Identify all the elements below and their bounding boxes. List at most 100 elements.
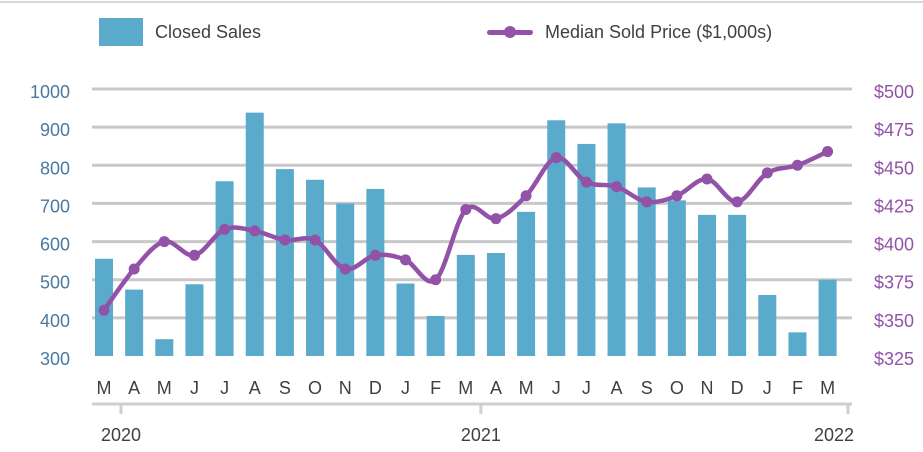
legend-swatch-line <box>487 18 533 46</box>
x-tick-label: A <box>249 378 261 398</box>
point-median-price <box>188 249 200 261</box>
point-median-price <box>430 274 442 286</box>
right-axis-tick-label: $400 <box>874 235 914 255</box>
x-tick-label: F <box>792 378 803 398</box>
point-median-price <box>580 176 592 188</box>
bar-closed-sales <box>245 112 264 356</box>
point-median-price <box>219 223 231 235</box>
point-median-price <box>309 234 321 246</box>
x-tick-label: J <box>763 378 772 398</box>
left-axis-tick-label: 1000 <box>30 82 70 102</box>
left-axis-tick-label: 900 <box>40 120 70 140</box>
bar-closed-sales <box>788 332 807 356</box>
right-axis-tick-label: $450 <box>874 158 914 178</box>
point-median-price <box>279 234 291 246</box>
bar-closed-sales <box>758 294 777 356</box>
point-median-price <box>731 196 743 208</box>
x-tick-label: J <box>190 378 199 398</box>
point-median-price <box>701 173 713 185</box>
left-axis-tick-label: 300 <box>40 349 70 369</box>
year-label: 2021 <box>461 425 501 445</box>
bar-closed-sales <box>155 339 174 356</box>
x-tick-label: M <box>157 378 172 398</box>
x-tick-label: M <box>97 378 112 398</box>
x-tick-label: J <box>401 378 410 398</box>
right-axis-tick-label: $500 <box>874 82 914 102</box>
point-median-price <box>369 249 381 261</box>
bar-closed-sales <box>306 179 325 356</box>
left-axis-tick-label: 400 <box>40 311 70 331</box>
x-tick-label: J <box>220 378 229 398</box>
bar-closed-sales <box>456 254 475 356</box>
right-axis-tick-label: $425 <box>874 196 914 216</box>
bar-closed-sales <box>486 253 505 356</box>
point-median-price <box>520 190 532 202</box>
bar-closed-sales <box>215 181 234 356</box>
left-axis-tick-label: 600 <box>40 235 70 255</box>
point-median-price <box>611 181 623 193</box>
right-axis-tick-label: $325 <box>874 349 914 369</box>
x-tick-label: J <box>582 378 591 398</box>
bar-closed-sales <box>517 211 536 356</box>
x-tick-label: S <box>279 378 291 398</box>
right-axis-tick-label: $475 <box>874 120 914 140</box>
point-median-price <box>158 236 170 248</box>
left-axis-tick-label: 700 <box>40 196 70 216</box>
x-tick-label: M <box>820 378 835 398</box>
legend-label-closed-sales: Closed Sales <box>155 21 262 42</box>
point-median-price <box>641 196 653 208</box>
bar-closed-sales <box>396 283 415 356</box>
point-median-price <box>98 304 110 316</box>
x-tick-label: N <box>339 378 352 398</box>
point-median-price <box>791 159 803 171</box>
year-label: 2022 <box>814 425 854 445</box>
x-tick-label: O <box>308 378 322 398</box>
year-label: 2020 <box>101 425 141 445</box>
x-tick-label: D <box>369 378 382 398</box>
legend-item-closed-sales: Closed Sales <box>99 14 261 50</box>
bar-closed-sales <box>728 214 747 356</box>
point-median-price <box>339 263 351 275</box>
bar-closed-sales <box>607 123 626 356</box>
line-median-price <box>101 149 830 313</box>
bar-closed-sales <box>667 200 686 356</box>
x-tick-label: M <box>458 378 473 398</box>
point-median-price <box>550 152 562 164</box>
legend-swatch-bar <box>99 18 143 46</box>
legend-label-median-price: Median Sold Price ($1,000s) <box>545 21 773 42</box>
bar-closed-sales <box>547 120 566 356</box>
bar-closed-sales <box>637 187 656 356</box>
point-median-price <box>460 204 472 216</box>
point-median-price <box>490 213 502 225</box>
bar-closed-sales <box>275 169 294 356</box>
x-tick-label: M <box>519 378 534 398</box>
point-median-price <box>249 225 261 237</box>
right-axis-tick-label: $350 <box>874 311 914 331</box>
bar-closed-sales <box>185 284 204 356</box>
x-tick-label: D <box>731 378 744 398</box>
left-axis-tick-label: 500 <box>40 273 70 293</box>
x-tick-label: A <box>611 378 623 398</box>
x-tick-label: A <box>490 378 502 398</box>
right-axis-tick-label: $375 <box>874 273 914 293</box>
x-tick-label: O <box>670 378 684 398</box>
x-tick-label: N <box>701 378 714 398</box>
bar-closed-sales <box>426 315 445 356</box>
x-tick-label: J <box>552 378 561 398</box>
bar-closed-sales <box>577 143 596 356</box>
point-median-price <box>400 254 411 266</box>
x-tick-label: A <box>128 378 140 398</box>
left-axis-tick-label: 800 <box>40 158 70 178</box>
bar-closed-sales <box>818 279 837 356</box>
legend-item-median-price: Median Sold Price ($1,000s) <box>487 14 772 50</box>
bar-closed-sales <box>698 214 716 356</box>
bar-closed-sales <box>95 258 113 356</box>
point-median-price <box>822 146 834 158</box>
x-tick-label: S <box>641 378 653 398</box>
bar-closed-sales <box>125 289 144 356</box>
point-median-price <box>128 263 140 275</box>
point-median-price <box>761 167 773 179</box>
bar-closed-sales <box>336 203 355 356</box>
